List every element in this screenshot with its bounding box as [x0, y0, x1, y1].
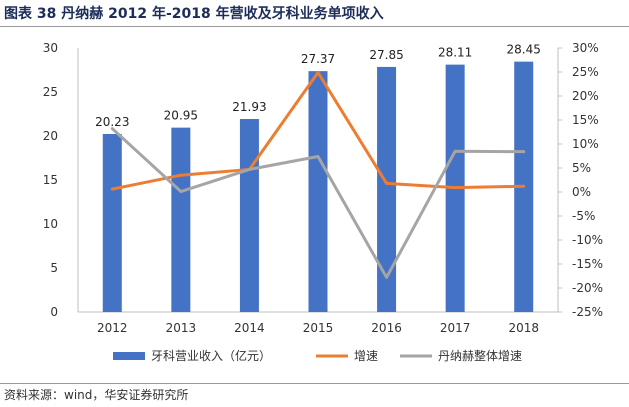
source-divider [0, 383, 629, 384]
danaher-growth-line [110, 127, 526, 279]
x-tick-label: 2012 [97, 321, 128, 335]
x-tick-label: 2014 [234, 321, 265, 335]
left-tick-label: 25 [43, 85, 58, 99]
x-tick-label: 2018 [508, 321, 539, 335]
x-tick-label: 2016 [371, 321, 402, 335]
left-tick-label: 0 [50, 305, 58, 319]
right-tick-label: 0% [572, 185, 591, 199]
right-tick-label: -25% [572, 305, 603, 319]
bar [102, 133, 122, 312]
left-tick-label: 30 [43, 41, 58, 55]
bar [377, 66, 397, 312]
chart-title: 图表 38 丹纳赫 2012 年-2018 年营收及牙科业务单项收入 [4, 6, 384, 22]
bar-data-label: 27.37 [301, 52, 335, 66]
right-tick-label: -5% [572, 209, 595, 223]
right-tick-label: 25% [572, 65, 599, 79]
combo-chart: 0 5 10 15 20 25 30 -25% -20% -15% -10% -5% 0% 5% 10% 15… [43, 41, 603, 363]
bar [171, 127, 191, 312]
legend-bar-swatch [113, 352, 145, 360]
right-tick-label: 30% [572, 41, 599, 55]
bar-data-label: 27.85 [369, 48, 403, 62]
left-tick-label: 10 [43, 217, 58, 231]
legend-danaher-label: 丹纳赫整体增速 [438, 348, 522, 363]
growth-line [110, 70, 526, 191]
bar-data-label: 21.93 [232, 100, 266, 114]
x-tick-label: 2015 [303, 321, 334, 335]
bar-data-label: 20.95 [164, 109, 198, 123]
right-tick-label: 10% [572, 137, 599, 151]
left-tick-label: 5 [50, 261, 58, 275]
source-note: 资料来源：wind，华安证券研究所 [4, 388, 189, 402]
legend-growth-label: 增速 [354, 349, 378, 363]
x-tick-label: 2013 [166, 321, 197, 335]
right-tick-label: 5% [572, 161, 591, 175]
bar-data-label: 28.11 [438, 46, 472, 60]
right-tick-label: -10% [572, 233, 603, 247]
left-tick-label: 20 [43, 129, 58, 143]
legend-bar-label: 牙科营业收入（亿元） [151, 348, 271, 363]
right-tick-label: 20% [572, 89, 599, 103]
bar-data-label: 28.45 [507, 43, 541, 57]
bar-data-label: 20.23 [95, 115, 129, 129]
title-divider [0, 26, 629, 27]
x-tick-label: 2017 [440, 321, 471, 335]
right-tick-label: -15% [572, 257, 603, 271]
bar [308, 71, 328, 312]
bar [239, 119, 259, 313]
right-tick-label: -20% [572, 281, 603, 295]
left-tick-label: 15 [43, 173, 58, 187]
right-tick-label: 15% [572, 113, 599, 127]
